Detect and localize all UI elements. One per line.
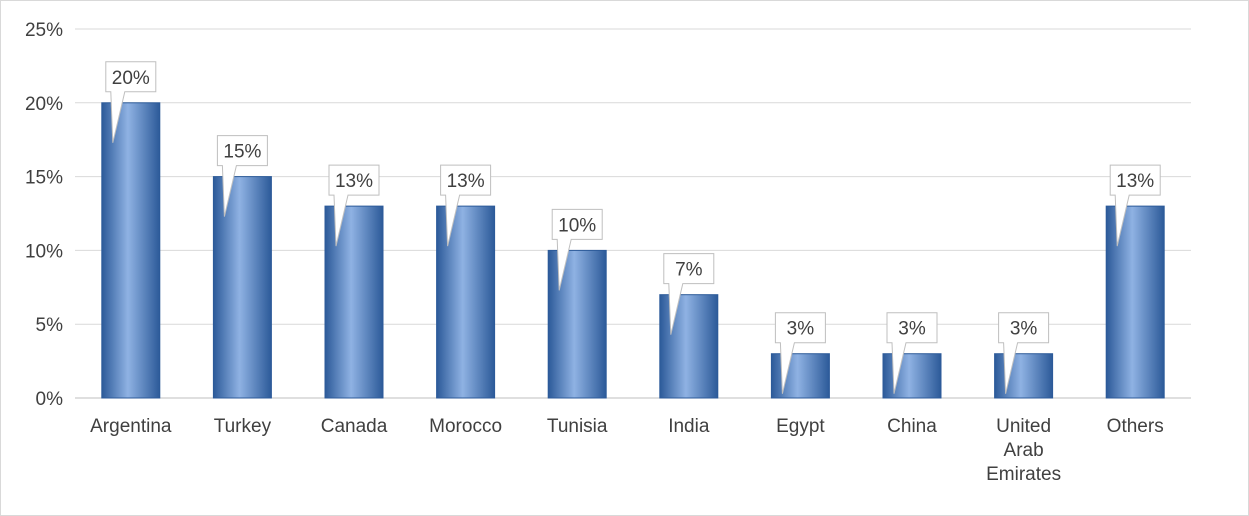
x-category-label: China [887,416,937,437]
bar-egypt [770,353,830,399]
data-label-callout: 13% [440,164,492,247]
data-label-callout: 7% [663,253,715,335]
bar-others [1105,205,1165,399]
data-label-callout: 3% [774,312,826,394]
bar-morocco [436,205,496,399]
data-label-box [440,164,492,247]
data-label: 15% [223,142,261,163]
data-label: 3% [898,319,926,340]
data-label: 3% [787,319,815,340]
x-category-label: Tunisia [547,416,608,437]
data-label-callout: 3% [998,312,1050,394]
data-label: 13% [447,171,485,192]
y-tick-label: 0% [36,389,64,410]
data-label: 20% [112,68,150,89]
data-label-box [551,208,603,291]
x-category-label: Others [1107,416,1164,437]
y-tick-label: 10% [25,241,63,262]
y-tick-label: 5% [36,315,64,336]
data-label: 3% [1010,319,1038,340]
data-label: 13% [1116,171,1154,192]
data-label-box [663,253,715,335]
data-label: 13% [335,171,373,192]
bar-china [882,353,942,399]
data-label-box [998,312,1050,394]
x-category-label: India [668,416,710,437]
data-label: 10% [558,215,596,236]
data-label-box [774,312,826,394]
data-label: 7% [675,260,703,281]
x-category-label: Morocco [429,416,502,437]
bar-united-arab-emirates [994,353,1054,399]
bar-india [659,294,719,399]
data-label-callout: 10% [551,208,603,291]
data-label-box [105,61,157,143]
data-label-callout: 3% [886,312,938,394]
x-category-label: Canada [321,416,388,437]
bar-tunisia [547,249,607,399]
data-label-box [216,135,268,217]
x-category-label: Argentina [90,416,172,437]
y-tick-label: 15% [25,168,63,189]
data-label-callout: 20% [105,61,157,143]
bar-argentina [101,102,161,399]
data-label-callout: 13% [328,164,380,247]
y-axis-tick-labels: 0% 5% 10% 15% 20% 25% [25,20,63,410]
x-category-label: Turkey [214,416,272,437]
data-label-callout: 15% [216,135,268,217]
bar-turkey [212,176,272,399]
y-tick-label: 20% [25,94,63,115]
y-tick-label: 25% [25,20,63,41]
data-label-callout: 13% [1109,164,1161,247]
data-label-box [328,164,380,247]
bar-canada [324,205,384,399]
data-label-box [1109,164,1161,247]
data-labels: 20% 15% 13% 13% 10% 7% 3% 3% 3% 13% [105,61,1161,394]
data-label-box [886,312,938,394]
x-category-label: United Arab Emirates [986,416,1061,485]
x-axis-category-labels: Argentina Turkey Canada Morocco Tunisia India… [90,416,1164,485]
bars [101,102,1165,399]
x-category-label: Egypt [776,416,825,437]
